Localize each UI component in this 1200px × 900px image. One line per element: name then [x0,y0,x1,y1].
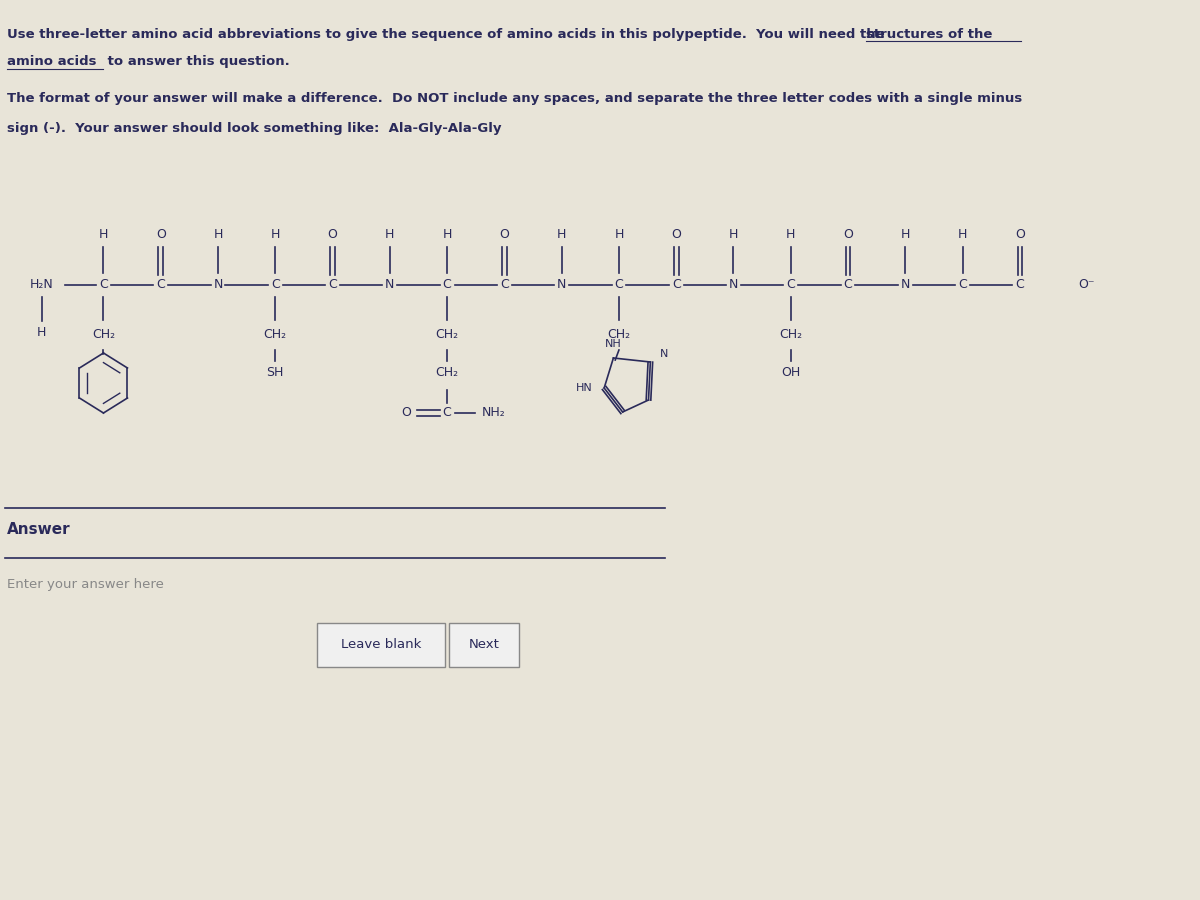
Text: C: C [959,278,967,292]
Text: H: H [214,229,223,241]
Text: CH₂: CH₂ [92,328,115,341]
Text: CH₂: CH₂ [264,328,287,341]
Text: NH₂: NH₂ [481,407,505,419]
Text: N: N [728,278,738,292]
Text: O: O [671,229,682,241]
Text: C: C [672,278,680,292]
Text: C: C [271,278,280,292]
Text: The format of your answer will make a difference.  Do NOT include any spaces, an: The format of your answer will make a di… [7,92,1022,105]
Text: H: H [958,229,967,241]
Text: C: C [100,278,108,292]
Text: O: O [328,229,337,241]
Text: H: H [901,229,910,241]
Text: C: C [786,278,796,292]
Text: O: O [402,407,412,419]
Text: O: O [499,229,509,241]
Text: Leave blank: Leave blank [341,638,421,652]
Text: H: H [728,229,738,241]
Text: structures of the: structures of the [865,28,992,41]
Text: O: O [156,229,166,241]
Text: C: C [156,278,166,292]
Text: C: C [844,278,852,292]
Text: OH: OH [781,366,800,380]
Text: N: N [385,278,395,292]
Text: N: N [214,278,223,292]
Text: C: C [1015,278,1025,292]
Text: O: O [844,229,853,241]
Text: NH: NH [605,339,622,349]
Text: C: C [443,278,451,292]
Text: N: N [901,278,910,292]
Text: Use three-letter amino acid abbreviations to give the sequence of amino acids in: Use three-letter amino acid abbreviation… [7,28,889,41]
Text: O: O [1015,229,1025,241]
Text: C: C [614,278,623,292]
Text: C: C [500,278,509,292]
Text: Answer: Answer [7,522,71,537]
Text: N: N [660,349,668,359]
Text: HN: HN [576,383,593,393]
Text: C: C [443,407,451,419]
Text: H: H [443,229,452,241]
Text: H: H [271,229,280,241]
Text: H: H [385,229,395,241]
Text: SH: SH [266,366,284,380]
Text: H: H [37,327,47,339]
Text: H: H [786,229,796,241]
Text: sign (-).  Your answer should look something like:  Ala-Gly-Ala-Gly: sign (-). Your answer should look someth… [7,122,502,135]
Text: CH₂: CH₂ [779,328,803,341]
Text: to answer this question.: to answer this question. [103,55,290,68]
Text: O⁻: O⁻ [1078,278,1094,292]
Text: C: C [328,278,337,292]
Text: H: H [614,229,624,241]
Text: N: N [557,278,566,292]
Text: CH₂: CH₂ [607,328,630,341]
FancyBboxPatch shape [449,623,520,667]
Text: CH₂: CH₂ [436,328,458,341]
Text: CH₂: CH₂ [436,366,458,380]
Text: Next: Next [469,638,499,652]
Text: Enter your answer here: Enter your answer here [7,578,164,591]
Text: H: H [557,229,566,241]
Text: H: H [98,229,108,241]
Text: amino acids: amino acids [7,55,97,68]
FancyBboxPatch shape [317,623,445,667]
Text: H₂N: H₂N [30,278,54,292]
